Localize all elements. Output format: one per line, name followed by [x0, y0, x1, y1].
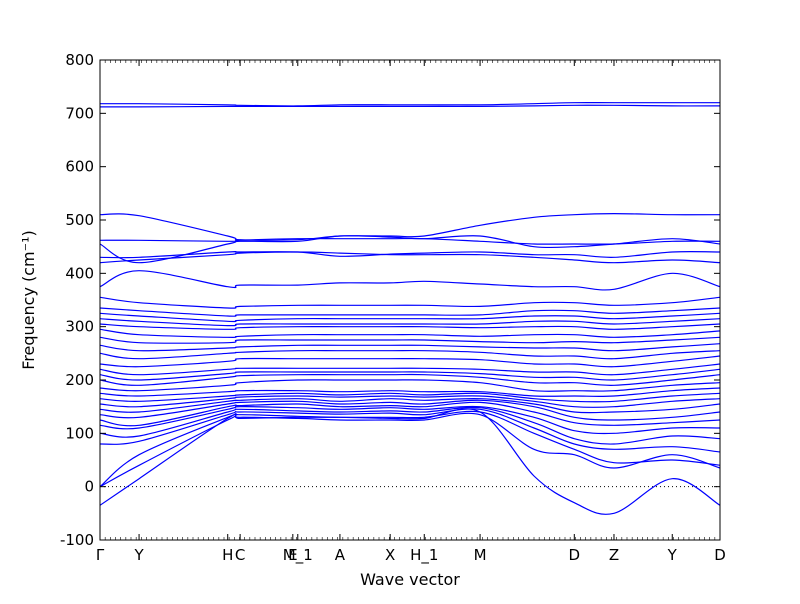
phonon-band-8 [100, 399, 720, 421]
plot-frame [99, 59, 721, 541]
x-tick-label: H [222, 546, 233, 564]
x-tick-label: Z [609, 546, 619, 564]
y-tick-label: 700 [65, 104, 94, 122]
phonon-band-16 [100, 363, 720, 376]
phonon-band-10 [100, 395, 720, 408]
phonon-band-9 [100, 397, 720, 414]
phonon-band-32 [100, 212, 720, 241]
y-tick-label: 500 [65, 211, 94, 229]
x-tick-label: H_1 [410, 546, 438, 565]
x-tick-label: X [385, 546, 395, 564]
phonon-band-1 [100, 408, 720, 515]
bands-group [100, 102, 720, 515]
x-tick-label: M [474, 546, 487, 564]
phonon-band-6 [100, 405, 720, 435]
phonon-band-33 [100, 104, 720, 108]
phonon-band-3 [100, 410, 720, 488]
x-tick-label: C [235, 546, 245, 564]
y-tick-label: 400 [65, 264, 94, 282]
phonon-band-24 [100, 312, 720, 323]
phonon-band-18 [100, 349, 720, 360]
x-tick-label: Y [133, 546, 144, 564]
phonon-band-12 [100, 387, 720, 397]
phonon-band-13 [100, 379, 720, 392]
y-axis-label: Frequency (cm⁻¹) [19, 230, 38, 369]
phonon-band-14 [100, 373, 720, 386]
x-tick-label: Γ [96, 546, 105, 564]
plot-area [100, 102, 720, 515]
phonon-band-31 [100, 237, 720, 245]
y-tick-label: -100 [60, 531, 94, 549]
phonon-band-22 [100, 323, 720, 330]
x-tick-label: A [335, 546, 346, 564]
phonon-band-30 [100, 235, 720, 264]
phonon-band-20 [100, 336, 720, 344]
x-axis-label: Wave vector [360, 570, 460, 589]
y-tick-label: 600 [65, 158, 94, 176]
phonon-band-26 [100, 296, 720, 309]
phonon-band-4 [100, 408, 720, 453]
y-tick-label: 300 [65, 318, 94, 336]
phonon-band-28 [100, 251, 720, 264]
phonon-band-34 [100, 102, 720, 107]
x-tick-label: D [714, 546, 726, 564]
phonon-band-29 [100, 251, 720, 259]
x-tick-label: E [288, 546, 297, 564]
y-tick-label: 200 [65, 371, 94, 389]
phonon-band-11 [100, 392, 720, 403]
phonon-band-19 [100, 343, 720, 352]
phonon-band-5 [100, 406, 720, 445]
x-tick-label: Y [667, 546, 678, 564]
axes: -100 0 100 200 300 400 500 600 700 800 Γ Y H C EM_1 A X H… [60, 51, 726, 565]
phonon-band-17 [100, 355, 720, 368]
phonon-band-7 [100, 401, 720, 427]
y-tick-label: 100 [65, 424, 94, 442]
phonon-band-2 [100, 412, 720, 488]
phonon-band-23 [100, 318, 720, 327]
x-tick-label: M_1 [283, 546, 313, 565]
y-tick-label: 0 [84, 478, 94, 496]
y-tick-label: 800 [65, 51, 94, 69]
phonon-band-15 [100, 368, 720, 381]
phonon-band-25 [100, 307, 720, 317]
phonon-band-27 [100, 270, 720, 291]
x-tick-label: D [569, 546, 581, 564]
phonon-band-21 [100, 328, 720, 338]
